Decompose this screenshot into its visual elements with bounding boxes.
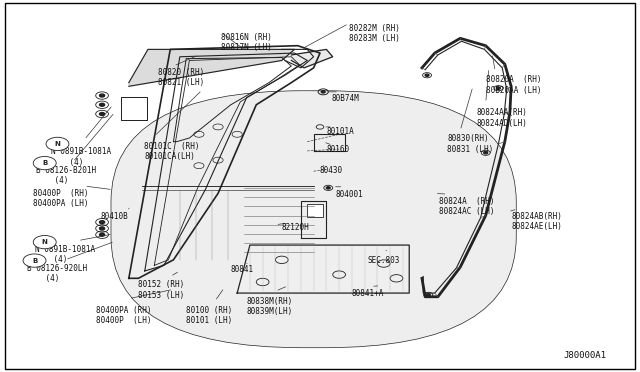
Text: 80824AB(RH)
80824AE(LH): 80824AB(RH) 80824AE(LH) [511, 212, 562, 231]
Bar [121, 97, 147, 119]
Text: 80400P  (RH)
80400PA (LH): 80400P (RH) 80400PA (LH) [33, 189, 89, 208]
Circle shape [425, 74, 429, 76]
Text: 80101C  (RH)
80101CA(LH): 80101C (RH) 80101CA(LH) [144, 142, 200, 161]
Text: B: B [32, 257, 37, 264]
Circle shape [426, 294, 430, 296]
Bar [121, 97, 147, 119]
Circle shape [33, 235, 56, 249]
Text: 80410B: 80410B [100, 212, 128, 221]
Circle shape [100, 103, 104, 106]
Text: 80816N (RH)
80817N (LH): 80816N (RH) 80817N (LH) [221, 33, 272, 52]
Text: N 0891B-1081A
    (4): N 0891B-1081A (4) [35, 245, 95, 264]
Text: N 0891B-1081A
    (4): N 0891B-1081A (4) [51, 147, 111, 167]
Text: 80101A: 80101A [326, 127, 354, 136]
Text: N: N [54, 141, 60, 147]
Text: 80841: 80841 [231, 265, 254, 275]
Circle shape [100, 94, 104, 97]
Text: 80841+A: 80841+A [352, 289, 384, 298]
Circle shape [23, 254, 46, 267]
Text: 80282M (RH)
80283M (LH): 80282M (RH) 80283M (LH) [349, 23, 399, 43]
Text: 804001: 804001 [336, 190, 364, 199]
Text: B 08126-B201H
    (4): B 08126-B201H (4) [36, 166, 97, 185]
Circle shape [46, 137, 69, 151]
Circle shape [100, 233, 104, 236]
Text: 80400PA (RH)
80400P  (LH): 80400PA (RH) 80400P (LH) [96, 306, 151, 326]
Text: 80152 (RH)
80153 (LH): 80152 (RH) 80153 (LH) [138, 280, 185, 299]
Text: 80B74M: 80B74M [332, 94, 359, 103]
Text: B 08126-920LH
    (4): B 08126-920LH (4) [27, 263, 87, 283]
Text: 80824A  (RH)
80824AC (LH): 80824A (RH) 80824AC (LH) [438, 197, 494, 217]
Circle shape [326, 187, 330, 189]
Text: SEC.803: SEC.803 [368, 256, 400, 265]
Polygon shape [291, 49, 333, 68]
Circle shape [321, 91, 325, 93]
Text: N: N [42, 239, 47, 245]
Text: 80100 (RH)
80101 (LH): 80100 (RH) 80101 (LH) [186, 306, 232, 326]
Text: 80830(RH)
80831 (LH): 80830(RH) 80831 (LH) [447, 134, 493, 154]
Text: 80160: 80160 [326, 145, 349, 154]
Text: 80824AA(RH)
80824AD(LH): 80824AA(RH) 80824AD(LH) [476, 109, 527, 128]
Bar [121, 217, 147, 240]
Circle shape [100, 112, 104, 115]
Circle shape [33, 157, 56, 170]
Text: B: B [42, 160, 47, 166]
Polygon shape [129, 49, 294, 86]
Text: 80838M(RH)
80839M(LH): 80838M(RH) 80839M(LH) [246, 297, 293, 316]
Text: 82120H: 82120H [282, 223, 310, 232]
Polygon shape [237, 245, 409, 293]
Text: 80820A  (RH)
80B20AA (LH): 80820A (RH) 80B20AA (LH) [486, 75, 541, 94]
Circle shape [100, 227, 104, 230]
Text: 80430: 80430 [320, 166, 343, 175]
Text: J80000A1: J80000A1 [564, 350, 607, 359]
Bar [307, 205, 323, 217]
Text: 80820 (RH)
80821 (LH): 80820 (RH) 80821 (LH) [157, 68, 204, 87]
Circle shape [497, 87, 500, 89]
Circle shape [484, 152, 488, 154]
FancyBboxPatch shape [111, 91, 516, 348]
Circle shape [100, 221, 104, 224]
